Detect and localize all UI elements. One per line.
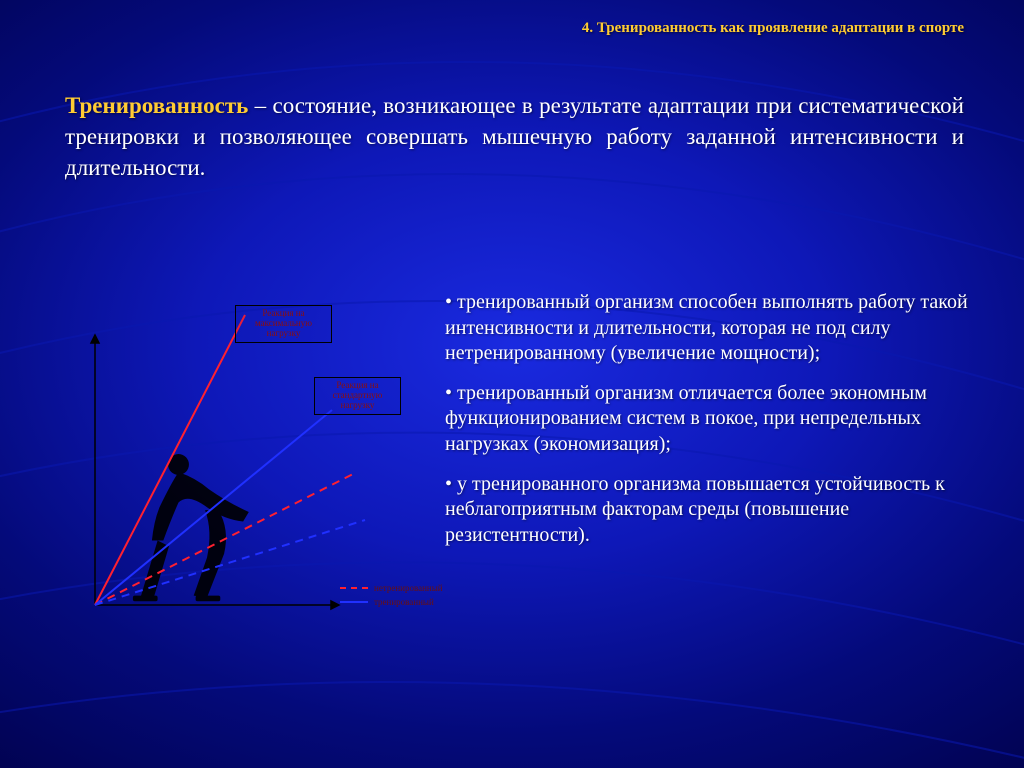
bullet-item: • тренированный организм отличается боле… [445, 381, 969, 458]
chart-label-std: Реакция на стандартную нагрузку [314, 377, 401, 415]
legend-label-trained: тренированный [374, 597, 434, 607]
runner-silhouette [133, 454, 249, 601]
slide-header: 4. Тренированность как проявление адапта… [0, 20, 964, 37]
bullet-item: • у тренированного организма повышается … [445, 472, 969, 549]
legend-swatch-trained [340, 601, 368, 603]
legend-label-untrained: нетренированный [374, 583, 443, 593]
legend-untrained: нетренированный [340, 583, 443, 593]
bullet-item: • тренированный организм способен выполн… [445, 290, 969, 367]
definition-paragraph: Тренированность – состояние, возникающее… [65, 90, 964, 183]
slide: 4. Тренированность как проявление адапта… [0, 0, 1024, 768]
chart-label-max: Реакция на максимальную нагрузку [235, 305, 332, 343]
legend-trained: тренированный [340, 597, 434, 607]
definition-term: Тренированность [65, 93, 248, 118]
legend-swatch-untrained [340, 587, 368, 589]
reaction-chart: Реакция на максимальную нагрузку Реакция… [55, 305, 435, 635]
bullet-list: • тренированный организм способен выполн… [445, 290, 969, 562]
